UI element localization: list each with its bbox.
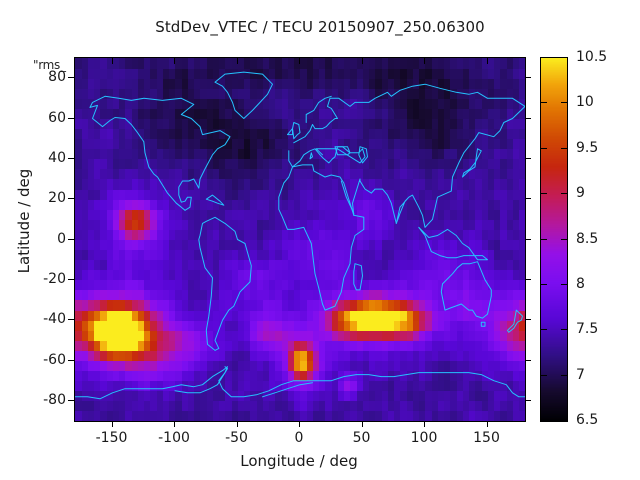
colorbar-tick-label: 6.5 — [576, 412, 599, 428]
x-tick-mark — [361, 421, 363, 427]
colorbar-tick-mark-left — [541, 102, 547, 104]
colorbar-tick-mark-left — [541, 238, 547, 240]
colorbar-tick-mark-left — [541, 283, 547, 285]
y-tick-mark-right — [525, 238, 531, 240]
y-tick-mark — [68, 238, 74, 240]
colorbar-tick-label: 10.5 — [576, 49, 608, 65]
colorbar-tick-mark-right — [561, 147, 567, 149]
clipped-rms-annotation: "rms_ — [33, 58, 66, 72]
x-tick-mark-top — [111, 58, 113, 64]
y-tick-mark — [68, 319, 74, 321]
x-tick-mark-top — [486, 58, 488, 64]
x-tick-mark — [299, 421, 300, 427]
y-tick-mark-right — [525, 399, 531, 401]
colorbar-tick-mark-right — [561, 374, 567, 376]
x-tick-mark-top — [361, 58, 363, 64]
colorbar-tick-label: 7.5 — [576, 321, 599, 338]
x-tick-label: 150 — [473, 430, 500, 446]
y-tick-mark — [68, 399, 74, 401]
colorbar-tick-mark-right — [561, 329, 567, 331]
y-tick-label: 60 — [48, 109, 66, 126]
y-tick-label: -40 — [43, 311, 66, 328]
x-tick-label: 50 — [352, 430, 371, 446]
x-tick-mark — [486, 421, 488, 427]
colorbar-tick-mark-left — [541, 193, 547, 195]
x-tick-mark-top — [299, 58, 300, 64]
colorbar-tick-mark-right — [561, 238, 567, 240]
y-tick-mark — [68, 198, 74, 200]
colorbar-tick-label: 9.5 — [576, 139, 599, 156]
x-tick-label: -50 — [225, 430, 248, 446]
y-tick-mark — [68, 117, 74, 119]
y-tick-label: 40 — [48, 149, 66, 166]
y-tick-mark-right — [525, 77, 531, 79]
y-tick-mark-right — [525, 157, 531, 159]
colorbar-tick-label: 9 — [576, 185, 585, 202]
y-tick-label: -80 — [43, 391, 66, 408]
y-tick-mark-right — [525, 198, 531, 200]
x-tick-label: 100 — [410, 430, 438, 446]
y-tick-mark-right — [525, 319, 531, 321]
y-tick-label: -60 — [43, 351, 66, 368]
colorbar-tick-label: 8 — [576, 275, 585, 292]
x-tick-label: -100 — [158, 430, 190, 446]
x-tick-mark — [236, 421, 238, 427]
y-tick-label: 80 — [48, 69, 66, 86]
colorbar-tick-mark-left — [541, 374, 547, 376]
y-tick-mark — [68, 278, 74, 280]
x-tick-label: -150 — [95, 430, 128, 446]
y-tick-mark-right — [525, 278, 531, 280]
x-tick-mark — [174, 421, 175, 427]
y-axis-title: Latitude / deg — [15, 168, 33, 274]
colorbar-tick-label: 10 — [576, 94, 594, 111]
page-title: StdDev_VTEC / TECU 20150907_250.06300 — [155, 18, 485, 36]
colorbar-tick-mark-left — [541, 329, 547, 331]
colorbar-tick-label: 7 — [576, 366, 585, 383]
y-tick-mark — [68, 157, 74, 159]
x-tick-label: 0 — [294, 430, 304, 446]
vtec-stddev-heatmap — [75, 58, 525, 421]
x-tick-mark-top — [424, 58, 425, 64]
x-tick-mark-top — [174, 58, 175, 64]
colorbar-tick-mark-right — [561, 102, 567, 104]
y-tick-mark — [68, 359, 74, 361]
map-plot-area[interactable] — [74, 57, 526, 422]
x-tick-mark-top — [236, 58, 238, 64]
y-tick-label: 20 — [48, 190, 66, 207]
x-tick-mark — [111, 421, 113, 427]
x-tick-mark — [424, 421, 425, 427]
y-tick-mark — [68, 77, 74, 79]
colorbar[interactable] — [540, 57, 568, 422]
colorbar-gradient — [541, 58, 567, 421]
y-tick-mark-right — [525, 117, 531, 119]
y-tick-label: -20 — [43, 270, 66, 287]
colorbar-tick-mark-left — [541, 147, 547, 149]
colorbar-tick-mark-right — [561, 283, 567, 285]
x-axis-title: Longitude / deg — [240, 452, 358, 470]
y-tick-mark-right — [525, 359, 531, 361]
colorbar-tick-label: 8.5 — [576, 230, 599, 247]
y-tick-label: 0 — [57, 230, 66, 247]
colorbar-tick-mark-right — [561, 193, 567, 195]
